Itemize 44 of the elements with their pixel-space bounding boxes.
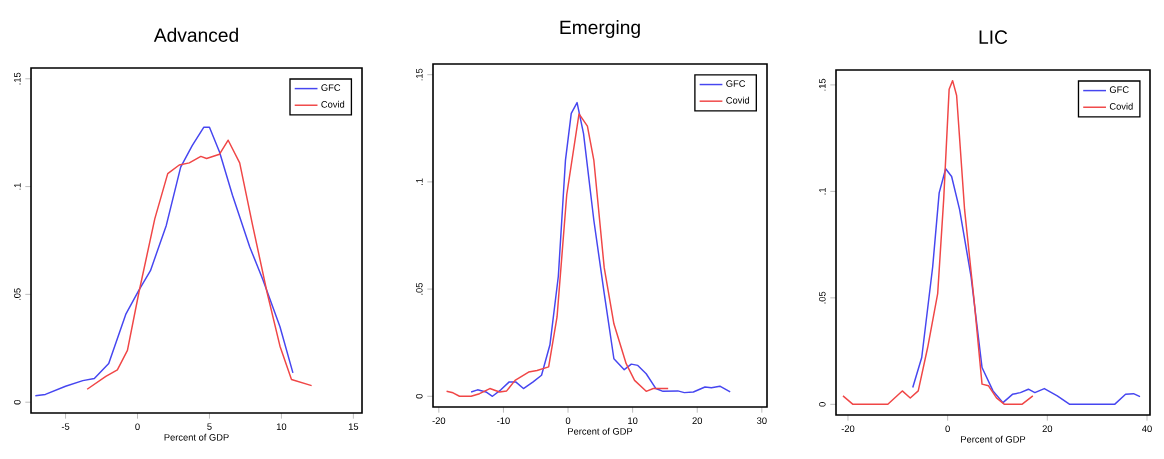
x-axis-title: Percent of GDP [961, 435, 1026, 443]
x-tick-label: 0 [135, 423, 140, 430]
chart-title: Emerging [560, 20, 640, 38]
x-tick-label: 10 [628, 417, 638, 424]
x-tick-label: -5 [61, 423, 70, 430]
x-axis-title: Percent of GDP [568, 427, 633, 435]
y-tick-label: .15 [416, 68, 423, 81]
legend-label: Covid [321, 100, 345, 108]
y-tick-label: .05 [416, 283, 423, 295]
y-tick-label: .15 [14, 72, 21, 85]
line-series [86, 139, 313, 390]
x-tick-label: 30 [757, 417, 767, 424]
x-tick-label: 40 [1142, 425, 1152, 432]
line-series [842, 79, 1034, 406]
y-tick-label: 0 [416, 394, 423, 399]
line-series [445, 113, 669, 398]
x-tick-label: -20 [841, 425, 855, 432]
legend-label: GFC [726, 80, 746, 87]
x-tick-label: 10 [276, 423, 287, 430]
y-tick-label: .1 [14, 183, 21, 190]
x-tick-label: -10 [497, 417, 510, 424]
y-tick-label: .1 [819, 187, 826, 195]
line-series [34, 126, 294, 397]
x-tick-label: 5 [207, 423, 212, 430]
x-tick-label: -20 [432, 417, 446, 424]
x-axis-title: Percent of GDP [164, 433, 229, 441]
legend-label: Covid [726, 96, 750, 104]
x-tick-label: 20 [692, 417, 703, 424]
chart-title: LIC [979, 30, 1008, 44]
y-tick-label: .15 [819, 78, 826, 91]
y-tick-label: .05 [819, 291, 826, 304]
y-tick-label: 0 [14, 399, 21, 405]
y-tick-label: .1 [416, 178, 423, 185]
y-tick-label: .05 [14, 288, 21, 301]
line-series [912, 168, 1141, 406]
y-tick-label: 0 [819, 402, 826, 407]
legend-label: GFC [321, 84, 341, 91]
legend-label: GFC [1109, 86, 1129, 93]
x-tick-label: 20 [1042, 425, 1053, 432]
legend-label: Covid [1109, 102, 1133, 110]
x-tick-label: 15 [348, 423, 359, 430]
chart-title: Advanced [153, 27, 238, 42]
x-tick-label: 0 [565, 417, 571, 424]
x-tick-label: 0 [945, 425, 950, 432]
